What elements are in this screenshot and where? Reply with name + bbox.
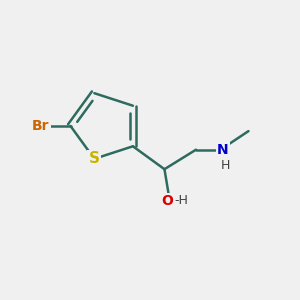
Text: O: O [161, 194, 173, 208]
Text: H: H [221, 159, 230, 172]
Text: Br: Br [32, 119, 49, 133]
Text: N: N [217, 143, 229, 157]
Text: S: S [89, 151, 100, 166]
Text: -H: -H [175, 194, 188, 207]
